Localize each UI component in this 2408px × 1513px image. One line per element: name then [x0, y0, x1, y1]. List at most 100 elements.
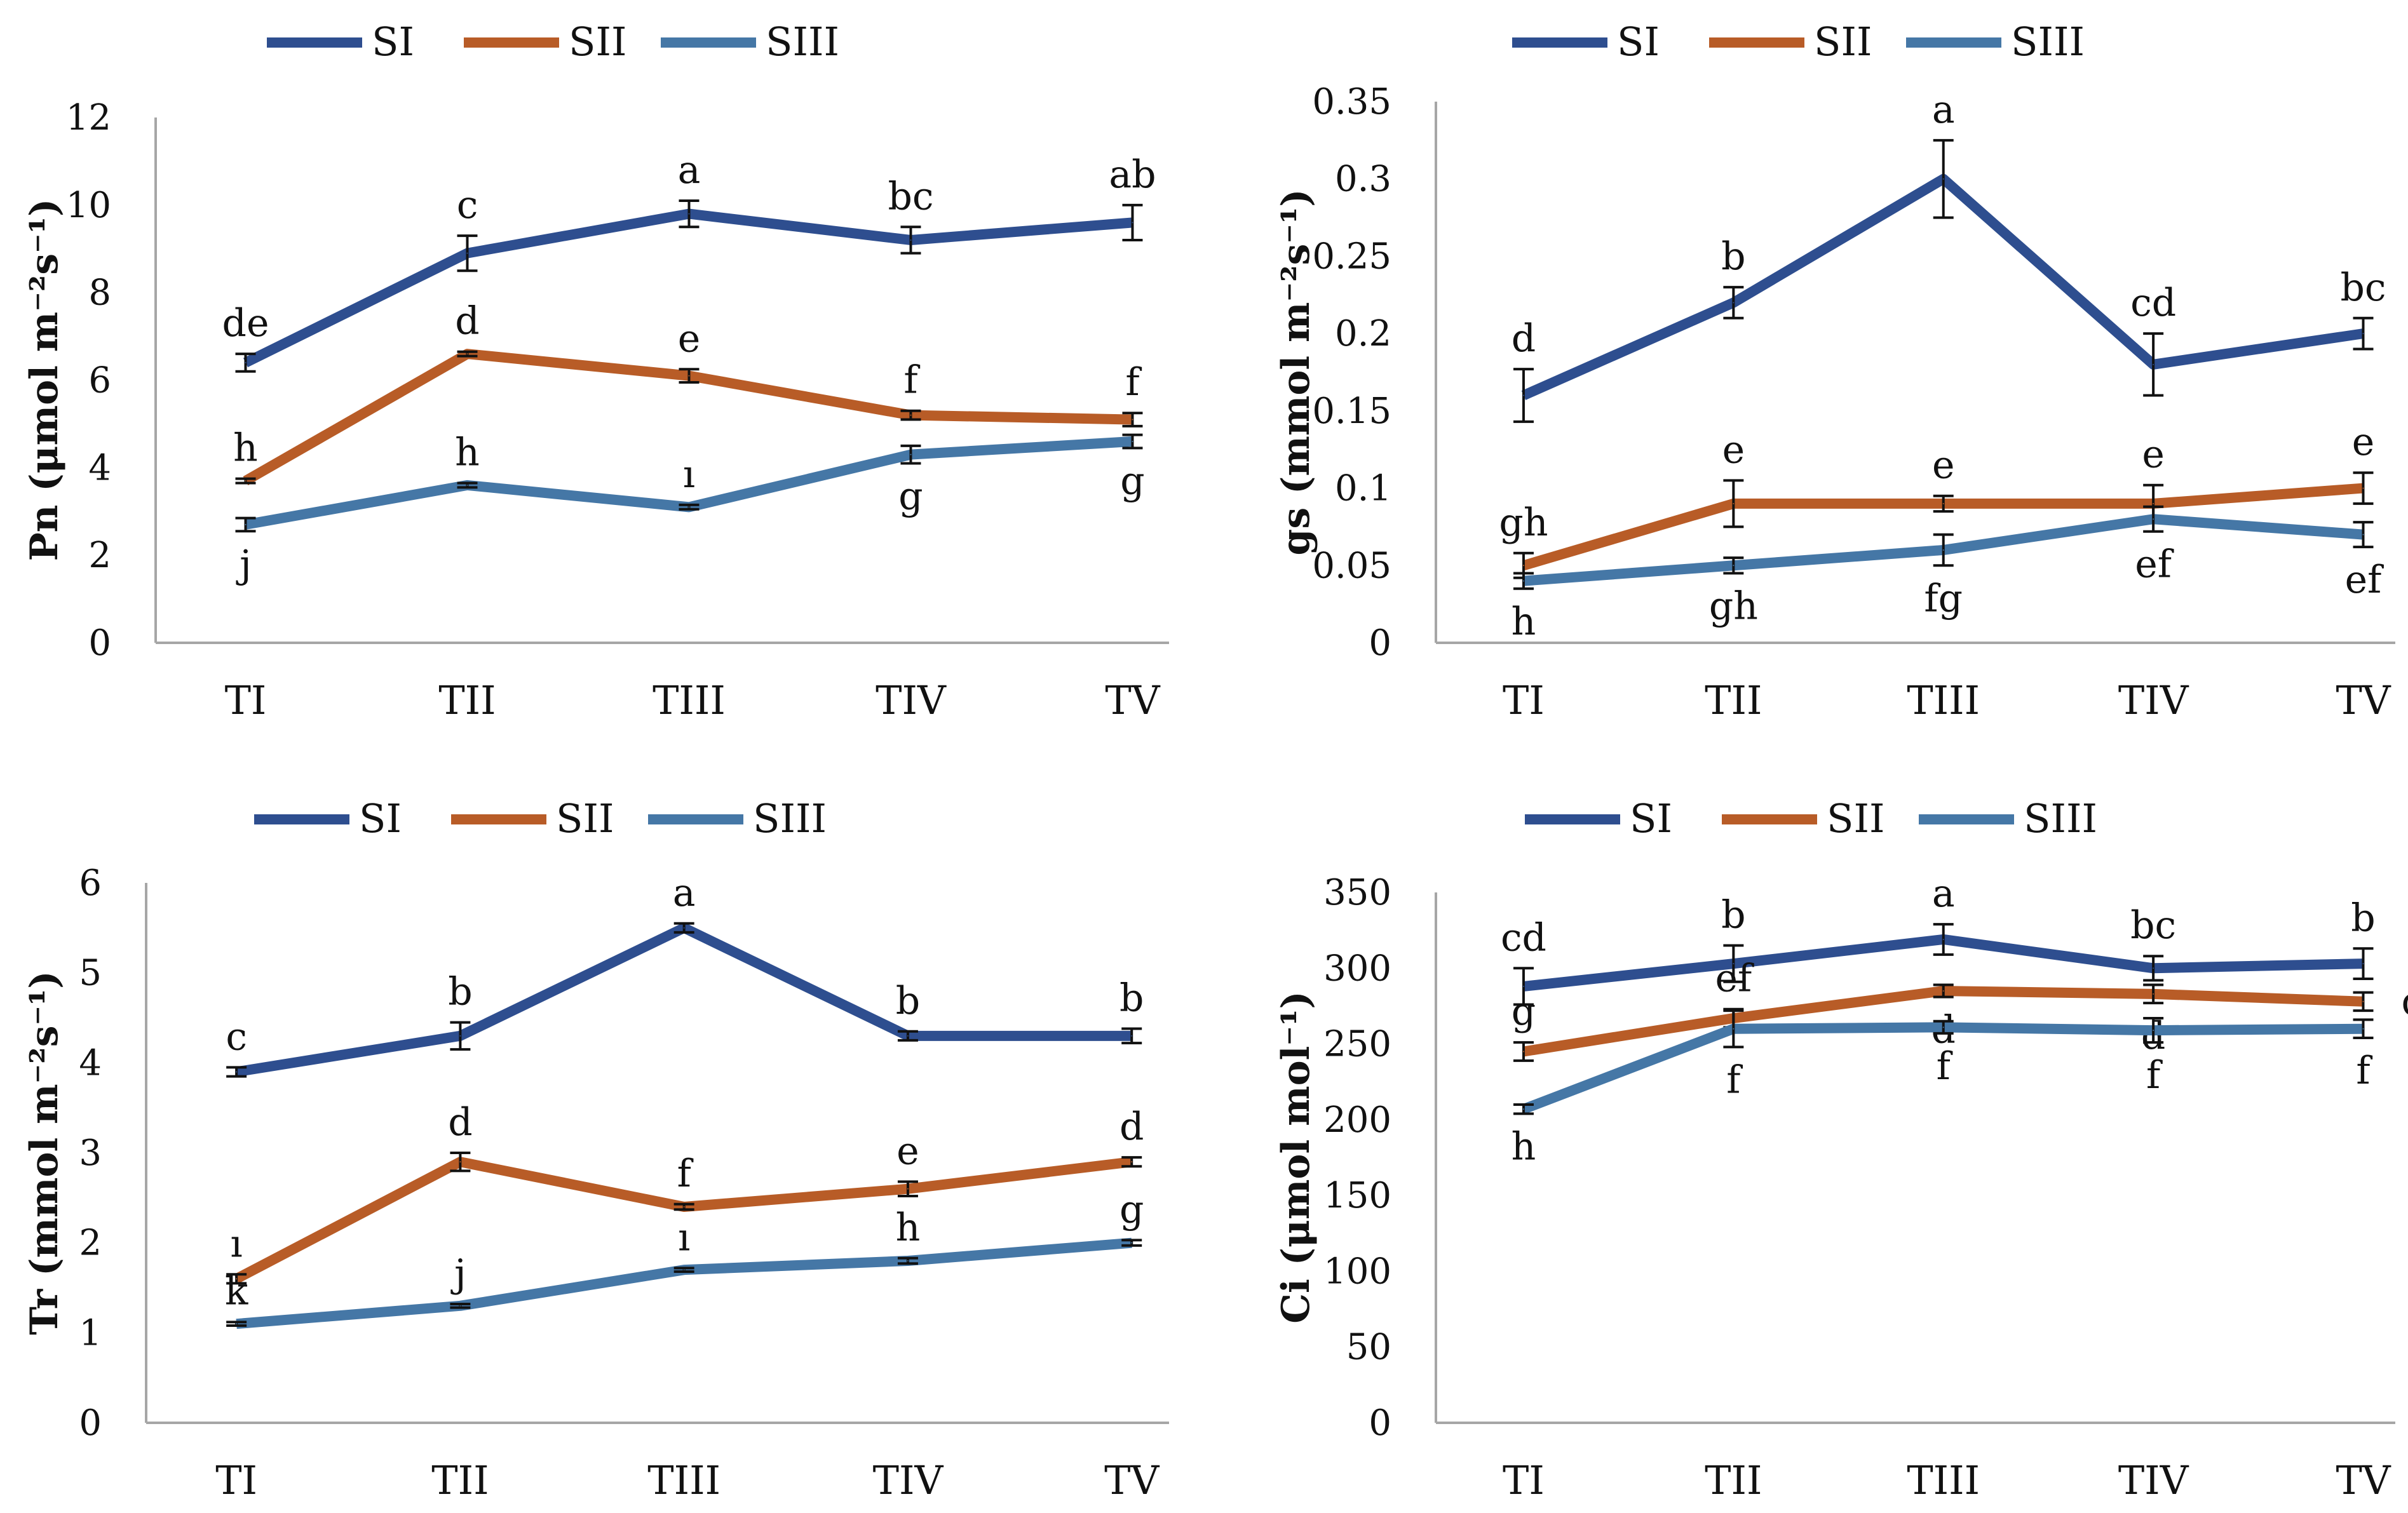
data-point	[1132, 440, 1133, 442]
significance-label: b	[1721, 234, 1745, 279]
significance-label: fg	[1924, 576, 1963, 621]
data-point	[2153, 967, 2154, 969]
x-tick-label: TI	[225, 677, 267, 723]
chart-panel-2: 0 0.05 0.1 0.15 0.2 0.25 0.3 0.35 TI TII TIII TIV TV…	[1274, 18, 2395, 723]
y-axis-label: Pn (μmol m⁻²s⁻¹)	[22, 199, 67, 561]
series-si: d b a cd bc	[1512, 88, 2386, 423]
significance-label: h	[1512, 600, 1536, 644]
data-point	[688, 506, 690, 508]
legend-label-sii: SII	[556, 795, 614, 842]
x-tick-label: TII	[1705, 1457, 1762, 1503]
significance-label: g	[1512, 990, 1536, 1034]
series-siii: k j ı h g	[225, 1187, 1144, 1329]
significance-label: ef	[2135, 542, 2174, 587]
significance-label: f	[1726, 1058, 1743, 1102]
x-tick-label: TII	[1705, 677, 1762, 723]
series-si: cd b a bc b	[1501, 871, 2376, 1006]
data-point	[2362, 1000, 2364, 1002]
data-point	[2362, 487, 2364, 489]
data-point	[2362, 1028, 2364, 1030]
x-tick-label: TV	[1105, 677, 1160, 723]
data-point	[1942, 549, 1944, 551]
significance-label: e	[2352, 420, 2375, 464]
series-line-si	[235, 922, 1132, 1077]
legend-label-si: SI	[359, 795, 402, 842]
y-tick-label: 200	[1323, 1099, 1391, 1141]
legend-label-siii: SIII	[2024, 795, 2097, 842]
legend-label-sii: SII	[569, 18, 626, 65]
series-siii: j h ı g g	[235, 430, 1145, 586]
y-axis-label: Tr (mmol m⁻²s⁻¹)	[22, 971, 67, 1335]
significance-label: e	[896, 1129, 919, 1173]
x-tick-label: TIII	[647, 1457, 720, 1503]
legend-label-siii: SIII	[2011, 18, 2085, 65]
data-point	[1733, 565, 1735, 567]
data-point	[1733, 963, 1735, 965]
significance-label: a	[1932, 88, 1955, 132]
significance-label: h	[896, 1206, 921, 1250]
legend-label-siii: SIII	[766, 18, 839, 65]
y-tick-label: 8	[88, 272, 111, 314]
data-point	[683, 927, 685, 929]
x-tick-label: TII	[431, 1457, 489, 1503]
significance-label: f	[2146, 1053, 2163, 1098]
significance-label: k	[225, 1269, 248, 1314]
significance-label: d	[448, 1100, 472, 1145]
data-point	[459, 1161, 461, 1163]
legend: SI SII SIII	[1512, 18, 2085, 65]
significance-label: e	[1722, 427, 1745, 472]
significance-label: cd	[2130, 281, 2176, 325]
significance-label: c	[226, 1014, 247, 1059]
significance-label: bc	[2130, 903, 2176, 948]
y-tick-label: 0	[1369, 622, 1391, 664]
significance-label: f	[2356, 1049, 2372, 1093]
x-tick-label: TI	[215, 1457, 257, 1503]
significance-label: j	[450, 1251, 466, 1296]
significance-label: ef	[2345, 558, 2384, 602]
significance-label: ab	[1109, 152, 1156, 197]
data-point	[2153, 502, 2154, 504]
data-point	[1733, 1028, 1735, 1030]
data-point	[1522, 985, 1524, 987]
legend: SI SII SIII	[1525, 795, 2097, 842]
y-tick-label: 100	[1323, 1251, 1391, 1292]
data-point	[245, 361, 247, 363]
data-point	[2153, 993, 2154, 995]
x-tick-label: TIII	[1907, 1457, 1980, 1503]
legend-label-si: SI	[1630, 795, 1672, 842]
data-point	[2362, 963, 2364, 965]
significance-label: h	[455, 430, 480, 474]
y-tick-label: 2	[88, 535, 111, 576]
data-point	[1942, 938, 1944, 940]
significance-label: c	[457, 183, 478, 227]
x-tick-label: TIV	[2118, 1457, 2189, 1503]
data-point	[236, 1278, 238, 1280]
series-si: c b a b b	[226, 871, 1144, 1078]
significance-label: ı	[231, 1221, 243, 1266]
significance-label: a	[673, 871, 696, 915]
significance-label: h	[1512, 1124, 1536, 1169]
data-point	[1942, 502, 1944, 504]
data-point	[466, 252, 468, 254]
legend-label-si: SI	[372, 18, 414, 65]
x-tick-label: TIV	[2118, 677, 2189, 723]
x-tick-label: TI	[1503, 677, 1545, 723]
data-point	[2362, 333, 2364, 335]
legend-label-sii: SII	[1827, 795, 1884, 842]
data-point	[2153, 1030, 2154, 1032]
y-tick-label: 350	[1323, 872, 1391, 913]
y-tick-label: 6	[88, 360, 111, 401]
y-tick-label: 0.25	[1312, 236, 1391, 277]
data-point	[459, 1305, 461, 1307]
data-point	[688, 213, 690, 215]
significance-label: a	[1932, 871, 1955, 916]
x-tick-label: TV	[1104, 1457, 1160, 1503]
significance-label: f	[903, 358, 920, 403]
data-point	[2153, 518, 2154, 520]
data-point	[236, 1323, 238, 1325]
significance-label: b	[2351, 896, 2375, 940]
series-sii: gh e e e e	[1499, 420, 2375, 579]
data-point	[236, 1071, 238, 1073]
